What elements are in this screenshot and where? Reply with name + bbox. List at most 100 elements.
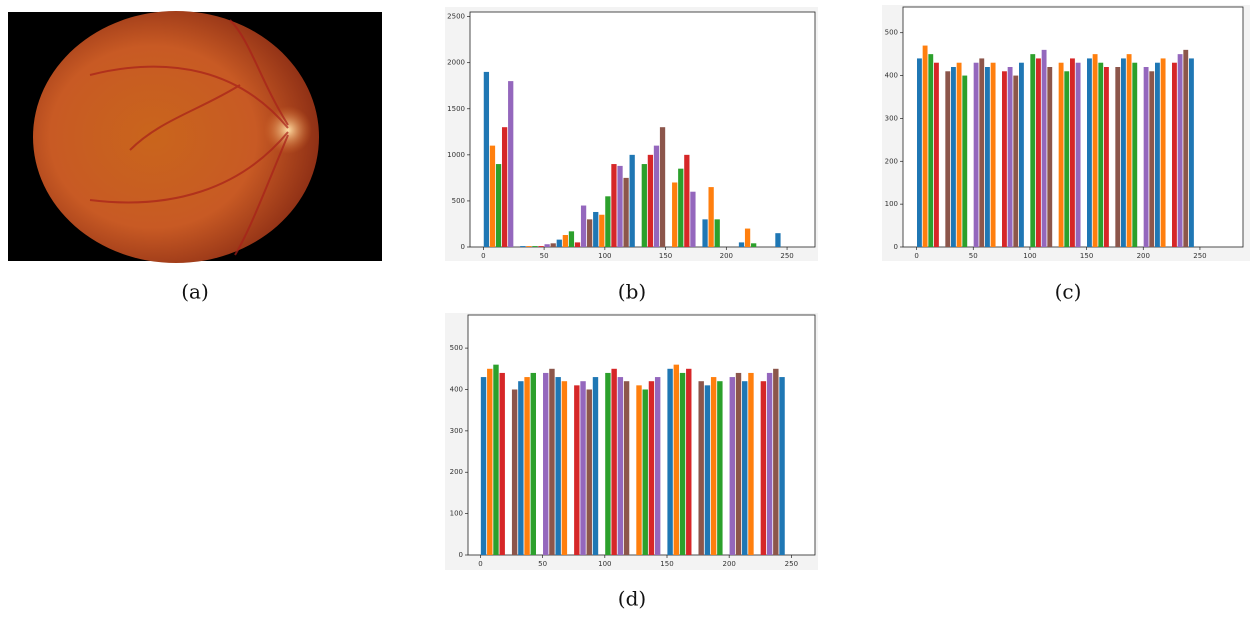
bar (489, 145, 496, 247)
bar (702, 219, 708, 247)
bar (623, 177, 629, 247)
y-tick-label: 500 (452, 197, 465, 205)
bar (748, 372, 754, 555)
bar (690, 191, 696, 247)
bar (917, 58, 922, 247)
bar (574, 385, 580, 555)
bar (508, 81, 514, 247)
panel-label: (d) (618, 587, 646, 611)
y-tick-label: 1000 (447, 151, 465, 159)
bar (684, 154, 690, 247)
bar (686, 368, 692, 555)
x-tick-label: 0 (481, 252, 485, 260)
bar (766, 372, 773, 555)
bar (985, 67, 990, 247)
bar (1098, 62, 1104, 247)
y-tick-label: 300 (450, 427, 463, 435)
bar (922, 45, 928, 248)
bar (574, 242, 581, 247)
bar (667, 368, 673, 555)
bar (1070, 58, 1075, 247)
x-tick-label: 200 (1137, 252, 1150, 260)
panel-label: (a) (181, 280, 209, 304)
y-tick-label: 500 (885, 29, 898, 37)
bar (648, 381, 655, 555)
bar (483, 71, 490, 247)
x-tick-label: 50 (969, 252, 978, 260)
bar (1036, 58, 1041, 247)
bar (495, 164, 502, 247)
bar (1030, 54, 1036, 248)
bar (587, 219, 593, 247)
bar (599, 214, 605, 247)
bar (1075, 62, 1081, 247)
bar (934, 62, 939, 247)
bar (544, 244, 550, 247)
bar (1126, 54, 1132, 248)
bar (556, 239, 562, 247)
x-tick-label: 150 (1080, 252, 1093, 260)
bar (1019, 62, 1024, 247)
bar (501, 127, 508, 247)
bar (617, 377, 624, 555)
y-tick-label: 200 (885, 157, 898, 165)
bar (1058, 62, 1064, 247)
bar (673, 364, 680, 555)
bar (710, 377, 717, 555)
y-tick-label: 2000 (447, 59, 465, 67)
bar (1104, 67, 1109, 247)
x-tick-label: 100 (598, 560, 611, 568)
x-tick-label: 200 (722, 560, 735, 568)
bar (605, 372, 611, 555)
bar (654, 377, 661, 555)
bar (629, 154, 635, 247)
x-tick-label: 100 (1023, 252, 1036, 260)
bar (538, 246, 544, 247)
bar (698, 381, 704, 555)
x-tick-label: 50 (540, 252, 549, 260)
bar (742, 381, 748, 555)
bar (1149, 71, 1155, 248)
bar (678, 168, 684, 247)
bar (1013, 75, 1019, 247)
y-tick-label: 300 (885, 114, 898, 122)
bar (1172, 62, 1177, 247)
bar (555, 377, 561, 555)
bar (586, 389, 592, 555)
bar (735, 372, 742, 555)
bar (480, 377, 487, 555)
bar (520, 246, 526, 247)
y-tick-label: 1500 (447, 105, 465, 113)
bar (945, 71, 951, 248)
bar (611, 368, 617, 555)
bar (717, 381, 723, 555)
bar (605, 196, 611, 247)
bar (729, 377, 736, 555)
bar (623, 381, 630, 555)
bar (1177, 54, 1183, 248)
bar (532, 246, 538, 247)
bar (1189, 58, 1194, 247)
y-tick-label: 100 (885, 200, 898, 208)
bar (775, 233, 781, 247)
bar (653, 145, 660, 247)
bar (617, 165, 623, 247)
x-tick-label: 50 (538, 560, 547, 568)
bar (659, 127, 666, 247)
bar (642, 389, 648, 555)
x-tick-label: 250 (785, 560, 798, 568)
bar (1041, 49, 1047, 247)
bar (1183, 49, 1189, 247)
y-tick-label: 0 (461, 243, 465, 251)
bar (928, 54, 934, 248)
x-tick-label: 0 (914, 252, 918, 260)
bar (962, 75, 968, 247)
bar (1002, 71, 1007, 248)
x-tick-label: 150 (659, 252, 672, 260)
x-tick-label: 250 (780, 252, 793, 260)
bar (708, 187, 714, 247)
x-tick-label: 0 (478, 560, 482, 568)
bar (530, 372, 537, 555)
bar (636, 385, 642, 555)
bar (641, 164, 647, 247)
